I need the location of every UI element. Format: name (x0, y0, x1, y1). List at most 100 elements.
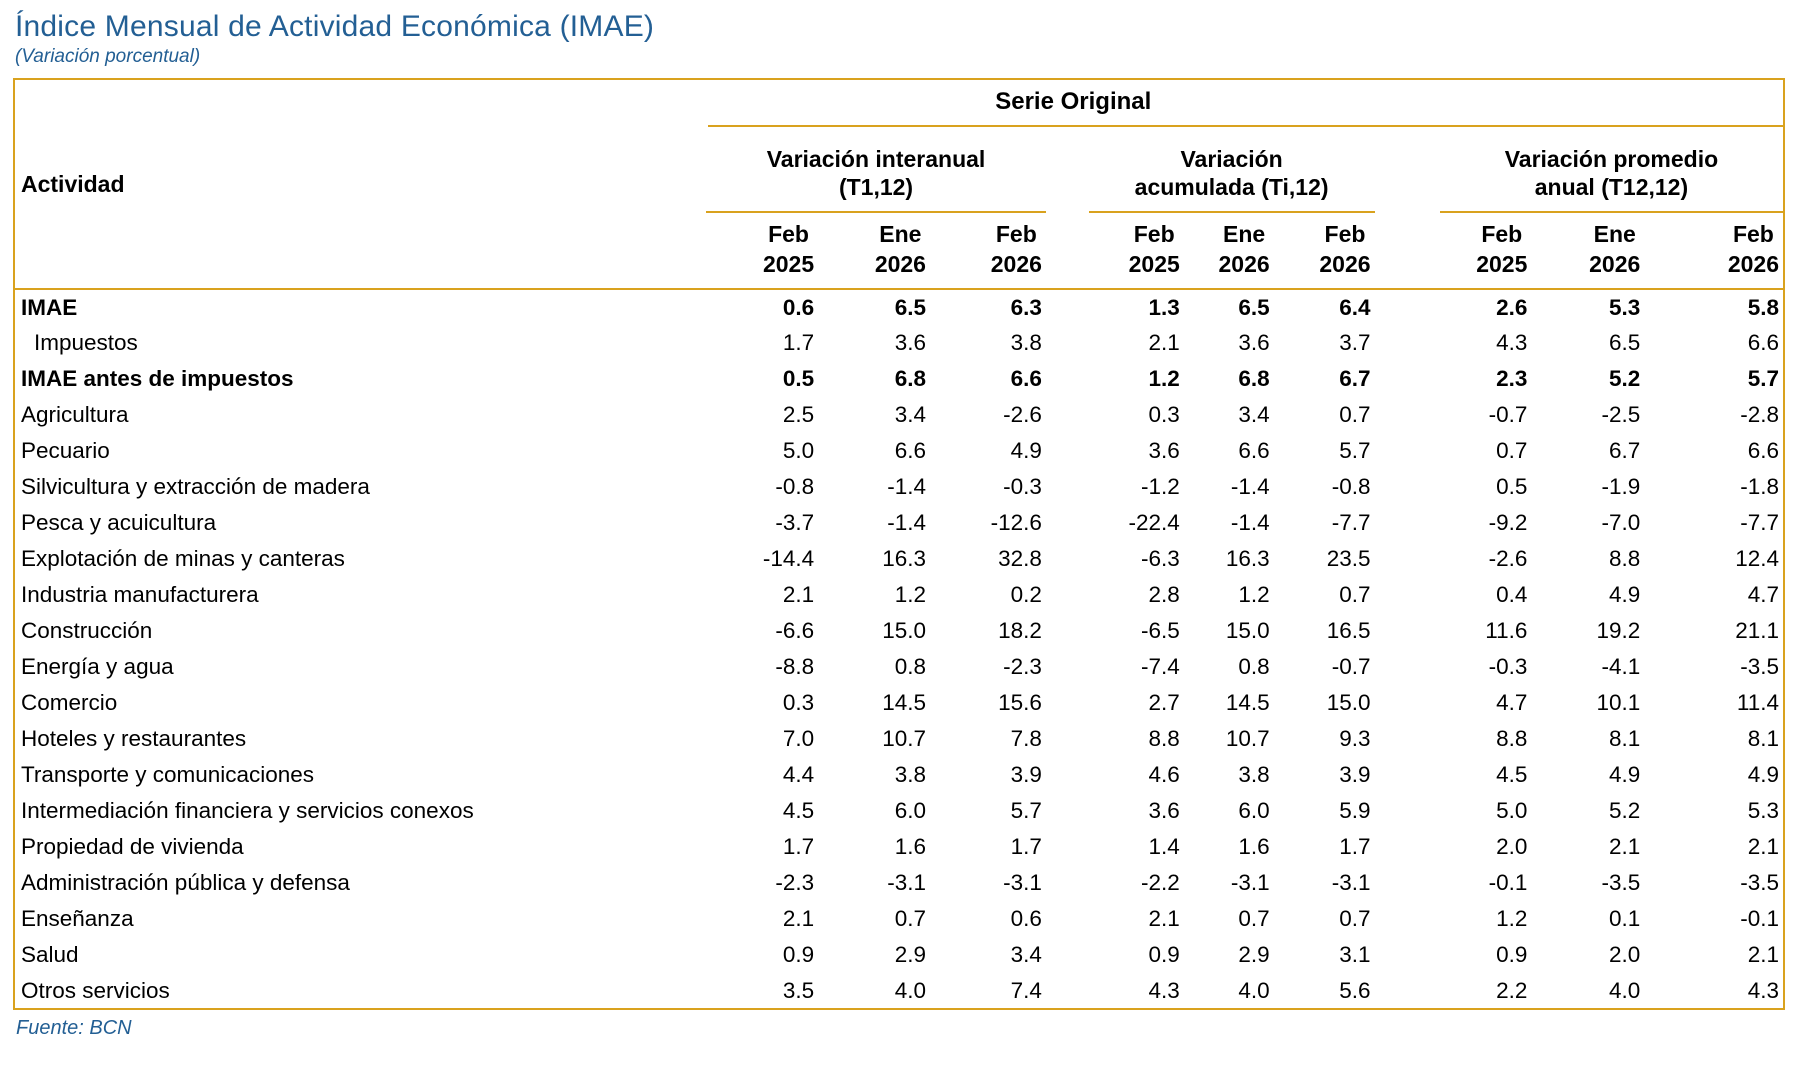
cell-value: 11.6 (1485, 618, 1528, 643)
cell-value: 3.5 (782, 977, 815, 1003)
cell-value: -3.1 (1230, 870, 1270, 895)
table-row: Hoteles y restaurantes 7.0 10.7 7.8 8.8 10.7 9… (14, 721, 1784, 757)
cell-value: 3.4 (894, 402, 926, 427)
cell-value: 4.4 (782, 762, 815, 787)
row-label: Impuestos (34, 330, 138, 355)
cell-value: 4.6 (1148, 762, 1180, 787)
cell-value: -3.1 (1003, 870, 1042, 895)
period-header: Feb 2025 (1045, 213, 1184, 290)
row-label: Industria manufacturera (21, 582, 259, 607)
cell-value: 3.8 (1010, 330, 1042, 355)
cell-value: 2.6 (1496, 294, 1528, 320)
row-label: Propiedad de vivienda (21, 834, 244, 859)
period-header: Feb 2026 (1644, 213, 1784, 290)
cell-value: 5.6 (1339, 977, 1371, 1003)
cell-value: 4.7 (1496, 690, 1528, 715)
cell-value: 4.5 (782, 798, 815, 823)
cell-value: 3.1 (1339, 942, 1371, 967)
cell-value: -1.8 (1740, 474, 1779, 499)
cell-value: -1.4 (1230, 474, 1270, 499)
table-row: IMAE antes de impuestos 0.5 6.8 6.6 1.2 6.8 6.… (14, 361, 1784, 397)
cell-value: 5.0 (782, 438, 815, 463)
cell-value: 4.7 (1747, 582, 1779, 607)
cell-value: 3.6 (1238, 330, 1270, 355)
cell-value: 6.6 (1010, 366, 1042, 391)
period-header: Ene 2026 (1183, 213, 1274, 290)
cell-value: 23.5 (1326, 546, 1371, 571)
cell-value: 3.4 (1238, 402, 1270, 427)
period-header: Feb 2026 (1273, 213, 1375, 290)
cell-value: 6.6 (1238, 438, 1270, 463)
cell-value: 6.5 (894, 294, 926, 320)
row-label: Pecuario (21, 438, 110, 463)
table-body: IMAE 0.6 6.5 6.3 1.3 6.5 6.4 2.6 5.3 5.8 Impuestos… (14, 289, 1784, 1009)
cell-value: 6.8 (1238, 366, 1270, 391)
cell-value: -1.4 (887, 474, 926, 499)
cell-value: 2.9 (1238, 942, 1270, 967)
cell-value: -7.0 (1601, 510, 1641, 535)
cell-value: 21.1 (1735, 618, 1779, 643)
row-label: Transporte y comunicaciones (21, 762, 315, 787)
cell-value: -0.7 (1331, 654, 1371, 679)
cell-value: 0.3 (782, 690, 815, 715)
cell-value: 8.8 (1496, 726, 1528, 751)
group-header: Variación acumulada (Ti,12) (1046, 127, 1375, 213)
table-row: Pesca y acuicultura -3.7 -1.4 -12.6 -22.4 -1.… (14, 505, 1784, 541)
cell-value: 8.1 (1747, 726, 1779, 751)
cell-value: -14.4 (762, 546, 815, 571)
cell-value: -2.3 (775, 870, 815, 895)
cell-value: 6.7 (1609, 438, 1641, 463)
cell-value: 32.8 (998, 546, 1042, 571)
cell-value: 2.7 (1148, 690, 1180, 715)
cell-value: 12.4 (1735, 546, 1779, 571)
cell-value: 0.9 (1148, 942, 1180, 967)
series-original-header: Serie Original (610, 79, 1784, 127)
table-row: Propiedad de vivienda 1.7 1.6 1.7 1.4 1.6 1.7 2… (14, 829, 1784, 865)
cell-value: -7.7 (1740, 510, 1779, 535)
cell-value: 1.2 (894, 582, 926, 607)
cell-value: -7.7 (1331, 510, 1371, 535)
table-row: Enseñanza 2.1 0.7 0.6 2.1 0.7 0.7 1.2 0.1 -0.1 (14, 901, 1784, 937)
cell-value: 3.6 (894, 330, 926, 355)
cell-value: 0.1 (1609, 906, 1641, 931)
cell-value: 4.9 (1609, 582, 1641, 607)
activity-column-header: Actividad (14, 79, 611, 290)
cell-value: 3.8 (1238, 762, 1270, 787)
page-title: Índice Mensual de Actividad Económica (I… (15, 10, 655, 43)
cell-value: -0.3 (1003, 474, 1042, 499)
cell-value: 5.7 (1747, 366, 1779, 391)
cell-value: -6.6 (775, 618, 815, 643)
cell-value: 15.0 (882, 618, 926, 643)
cell-value: 4.3 (1148, 977, 1180, 1003)
cell-value: 5.3 (1747, 798, 1779, 823)
series-header-row: Actividad Serie Original (14, 79, 1784, 290)
cell-value: 2.9 (894, 942, 926, 967)
cell-value: 11.4 (1736, 690, 1779, 715)
period-header: Ene 2026 (1531, 213, 1645, 290)
table-row: Otros servicios 3.5 4.0 7.4 4.3 4.0 5.6 2.2 4.0 4… (14, 973, 1784, 1009)
cell-value: 2.1 (1609, 834, 1641, 859)
cell-value: 2.1 (1148, 906, 1180, 931)
row-label: Comercio (21, 690, 118, 715)
cell-value: -2.6 (1488, 546, 1528, 571)
group-header: Variación promedio anual (T12,12) (1375, 127, 1784, 213)
row-label: Silvicultura y extracción de madera (21, 474, 370, 499)
cell-value: 7.4 (1010, 977, 1042, 1003)
row-label: Hoteles y restaurantes (21, 726, 247, 751)
cell-value: 4.0 (894, 977, 926, 1003)
cell-value: 1.2 (1238, 582, 1270, 607)
cell-value: 3.7 (1339, 330, 1371, 355)
cell-value: -3.1 (1331, 870, 1371, 895)
cell-value: 0.6 (782, 294, 815, 320)
period-header: Feb 2026 (929, 213, 1046, 290)
cell-value: 1.4 (1148, 834, 1180, 859)
cell-value: -1.4 (887, 510, 926, 535)
group-header: Variación interanual (T1,12) (610, 127, 1046, 213)
cell-value: 0.7 (1238, 906, 1270, 931)
cell-value: -12.6 (990, 510, 1042, 535)
cell-value: -2.8 (1740, 402, 1779, 427)
cell-value: 15.0 (1225, 618, 1270, 643)
row-label: Energía y agua (21, 654, 174, 679)
cell-value: 5.7 (1339, 438, 1371, 463)
cell-value: 7.8 (1010, 726, 1042, 751)
